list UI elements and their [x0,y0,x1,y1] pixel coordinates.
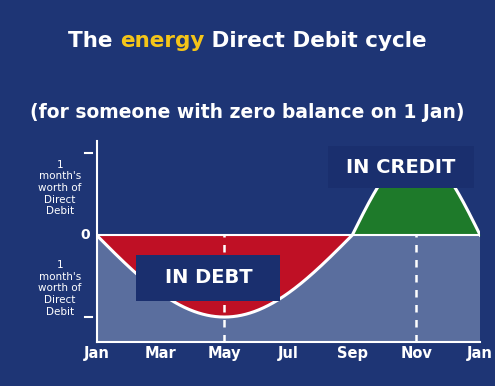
FancyBboxPatch shape [328,146,474,188]
Text: IN CREDIT: IN CREDIT [346,157,455,177]
Text: energy: energy [120,31,204,51]
Text: 0: 0 [80,228,90,242]
FancyBboxPatch shape [137,255,280,301]
Text: 1
month's
worth of
Direct
Debit: 1 month's worth of Direct Debit [38,160,82,216]
Text: 1
month's
worth of
Direct
Debit: 1 month's worth of Direct Debit [38,260,82,317]
Bar [97,235,480,342]
Text: (for someone with zero balance on 1 Jan): (for someone with zero balance on 1 Jan) [30,103,465,122]
Text: IN DEBT: IN DEBT [165,268,252,287]
Text: Direct Debit cycle: Direct Debit cycle [204,31,427,51]
Bar [97,141,480,235]
Text: The: The [68,31,120,51]
